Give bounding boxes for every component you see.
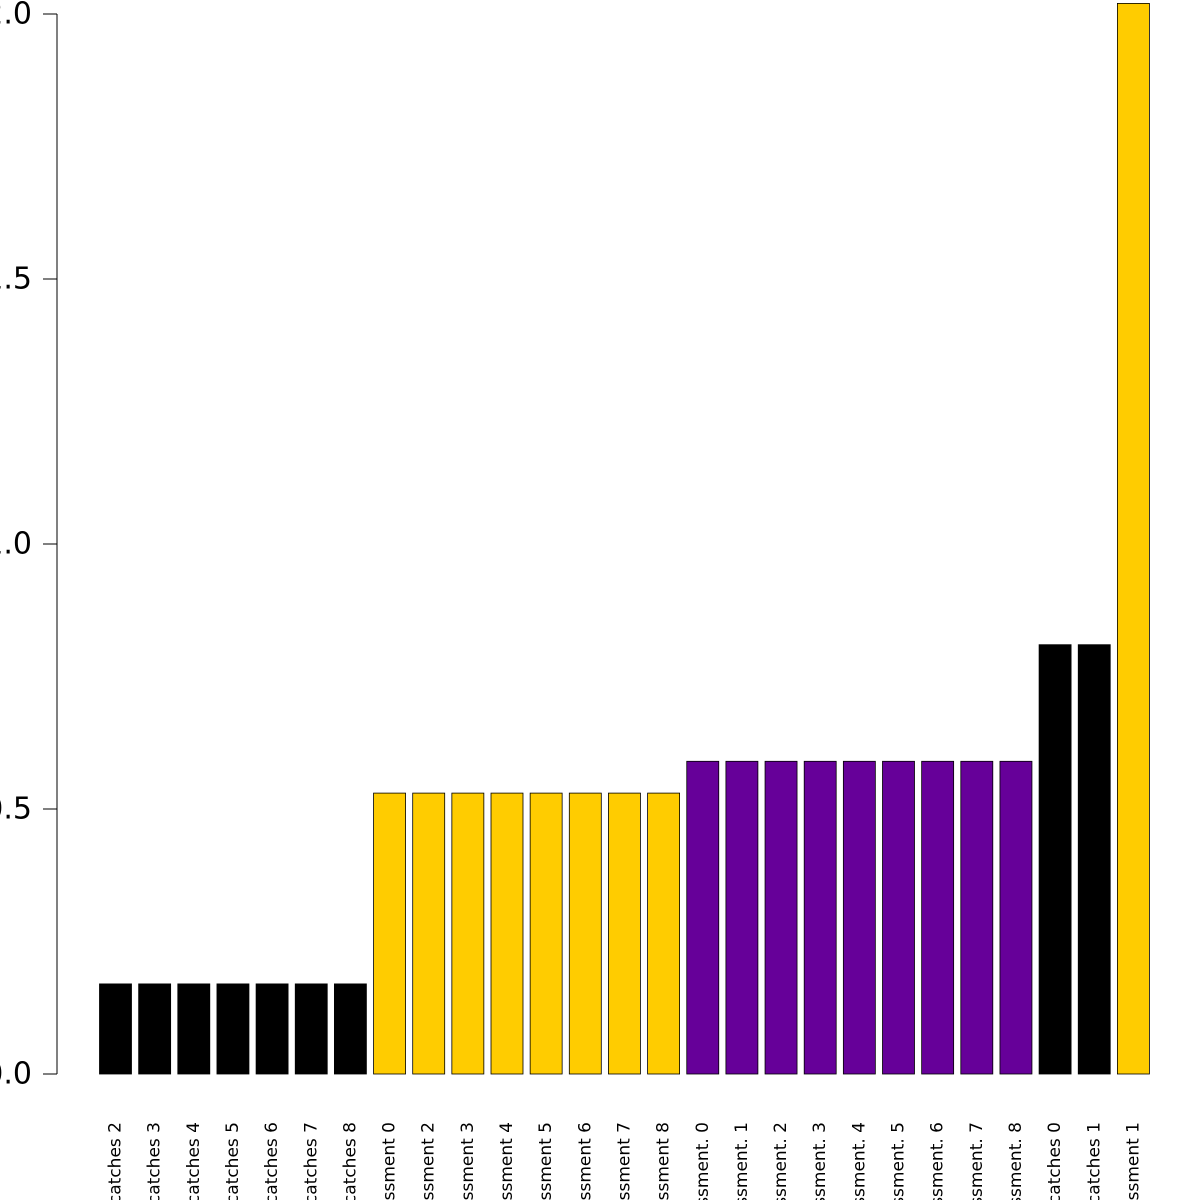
x-tick-label: essment. 1	[732, 1122, 752, 1200]
x-tick-label: essment 6	[575, 1122, 595, 1200]
x-tick-label: essment 8	[654, 1122, 674, 1200]
x-tick-label: catches 6	[262, 1122, 282, 1200]
x-tick-label: essment. 5	[889, 1122, 909, 1200]
bar	[451, 792, 485, 1075]
bar	[138, 983, 172, 1075]
x-tick-label: essment 4	[497, 1122, 517, 1200]
x-tick-label: catches 4	[184, 1122, 204, 1200]
y-tick-label: 1.0	[0, 527, 32, 562]
bar	[921, 760, 955, 1075]
x-tick-label: essment. 7	[967, 1122, 987, 1200]
bar	[177, 983, 211, 1075]
x-tick-label: essment. 4	[849, 1122, 869, 1200]
bar	[1038, 644, 1072, 1075]
bar	[529, 792, 563, 1075]
x-tick-labels: catches 2 catches 3 catches 4 catches 5 catc…	[106, 1122, 1144, 1200]
bar	[725, 760, 759, 1075]
y-tick-label: 1.5	[0, 262, 32, 297]
x-tick-label: catches 7	[301, 1122, 321, 1200]
bar	[412, 792, 446, 1075]
x-tick-label: essment 5	[536, 1122, 556, 1200]
bar	[490, 792, 524, 1075]
x-tick-label: essment 1	[1123, 1122, 1143, 1200]
x-tick-label: essment 0	[380, 1122, 400, 1200]
bar	[99, 983, 132, 1075]
bar	[999, 760, 1033, 1075]
bar	[294, 983, 328, 1075]
bar	[842, 760, 876, 1075]
bar	[373, 792, 406, 1075]
bar	[960, 760, 994, 1075]
x-tick-label: essment. 6	[928, 1122, 948, 1200]
bar	[333, 983, 367, 1075]
bar	[568, 792, 602, 1075]
x-tick-label: essment. 0	[693, 1122, 713, 1200]
bar	[216, 983, 250, 1075]
bar	[803, 760, 837, 1075]
bar	[1117, 3, 1150, 1075]
x-tick-label: essment 3	[458, 1122, 478, 1200]
bar	[608, 792, 641, 1075]
y-tick-label: 0.5	[0, 792, 32, 827]
x-tick-label: essment. 2	[771, 1122, 791, 1200]
x-tick-label: catches 5	[223, 1122, 243, 1200]
x-tick-label: catches 1	[1084, 1122, 1104, 1200]
x-tick-label: essment. 3	[810, 1122, 830, 1200]
x-tick-label: essment 7	[614, 1122, 634, 1200]
bar	[255, 983, 289, 1075]
x-tick-label: catches 3	[145, 1122, 165, 1200]
bar	[686, 760, 720, 1075]
bar	[764, 760, 798, 1075]
y-tick-label: 0.0	[0, 1057, 32, 1092]
x-tick-label: catches 2	[106, 1122, 126, 1200]
bar	[882, 760, 915, 1075]
bars	[99, 3, 1150, 1075]
y-tick-label: 2.0	[0, 0, 32, 32]
x-tick-label: catches 0	[1045, 1122, 1065, 1200]
x-tick-label: essment. 8	[1006, 1122, 1026, 1200]
x-tick-label: essment 2	[419, 1122, 439, 1200]
bar	[1077, 644, 1111, 1075]
bar	[647, 792, 680, 1075]
y-axis: 0.0 0.5 1.0 1.5 2.0	[0, 0, 58, 1092]
x-tick-label: catches 8	[340, 1122, 360, 1200]
